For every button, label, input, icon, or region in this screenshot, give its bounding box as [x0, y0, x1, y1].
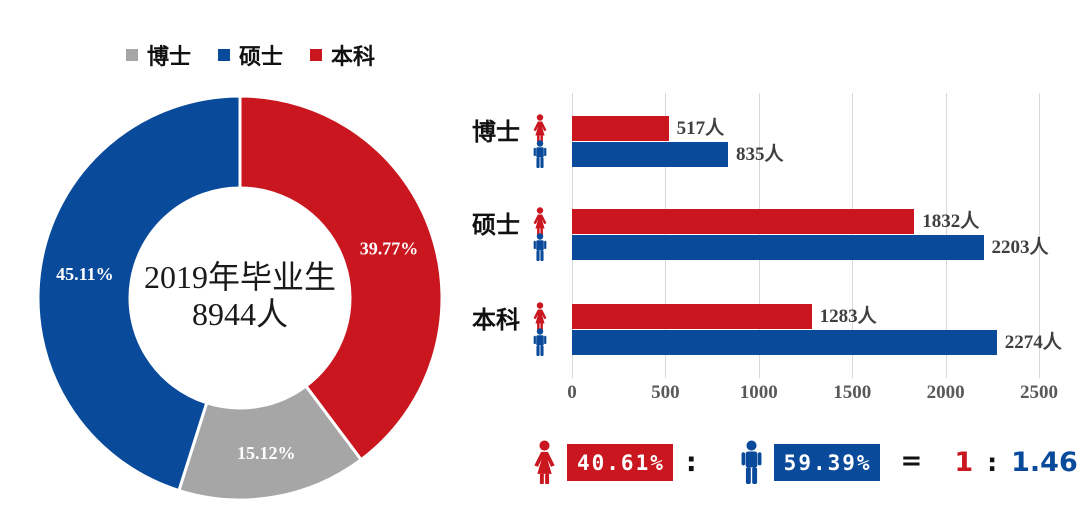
legend-item-1: 硕士 [218, 39, 283, 71]
donut-slice-label-2: 45.11% [56, 264, 114, 284]
male-bar-value-1: 2203人 [991, 237, 1049, 258]
female-icon [533, 302, 547, 330]
male-bar-0 [572, 142, 728, 167]
equals-sign: = [900, 446, 923, 476]
male-icon [533, 233, 547, 261]
x-tick-1500: 1500 [833, 382, 872, 403]
summary-colon: : [685, 446, 697, 478]
female-bar-value-1: 1832人 [922, 211, 980, 232]
category-label-2: 本科 [472, 308, 520, 334]
ratio-male-value: 1.46 [1011, 446, 1078, 478]
male-bar-value-2: 2274人 [1004, 332, 1062, 353]
female-icon [533, 114, 547, 142]
ratio-colon: : [987, 447, 998, 477]
x-tick-2500: 2500 [1020, 382, 1058, 403]
female-bar-value-0: 517人 [676, 118, 725, 139]
legend-item-2: 本科 [310, 39, 375, 71]
x-tick-2000: 2000 [926, 382, 965, 403]
donut-slice-1 [177, 383, 364, 502]
donut-slice-0 [238, 94, 444, 462]
male-bar-2 [572, 330, 997, 355]
female-percent-badge: 40.61% [567, 443, 673, 481]
female-bar-2 [572, 304, 812, 329]
female-bar-value-2: 1283人 [819, 306, 877, 327]
male-bar-1 [572, 235, 984, 260]
gridline-2500 [1039, 93, 1040, 378]
female-icon [533, 207, 547, 235]
x-tick-0: 0 [567, 382, 577, 403]
donut-legend: 博士 硕士 本科 [126, 39, 375, 71]
ratio-female-value: 1 [954, 446, 974, 478]
x-tick-1000: 1000 [739, 382, 778, 403]
category-label-1: 硕士 [472, 213, 520, 239]
legend-label: 本科 [331, 44, 376, 69]
legend-swatch [126, 49, 138, 61]
legend-label: 博士 [147, 44, 192, 69]
female-icon [534, 440, 555, 484]
female-bar-1 [572, 209, 915, 234]
donut-center-title: 2019年毕业生 8944人 [144, 259, 336, 333]
male-percent-badge: 59.39% [773, 443, 880, 481]
category-label-0: 博士 [472, 120, 520, 146]
donut-slice-label-0: 39.77% [360, 238, 419, 258]
gender-ratio-summary: 40.61% : 59.39% = 1 : 1.46 [531, 436, 1078, 488]
donut-center-line2: 8944人 [191, 296, 289, 332]
legend-item-0: 博士 [126, 39, 191, 71]
legend-swatch [310, 49, 323, 61]
male-icon [741, 440, 762, 484]
male-bar-value-0: 835人 [735, 144, 784, 165]
donut-center-line1: 2019年毕业生 [143, 259, 337, 295]
male-icon [533, 328, 547, 356]
female-bar-0 [572, 116, 669, 141]
legend-swatch [218, 49, 231, 61]
donut-slice-label-1: 15.12% [237, 443, 296, 463]
donut-slice-2 [36, 94, 242, 493]
male-icon [533, 140, 547, 168]
legend-label: 硕士 [239, 44, 284, 69]
x-tick-500: 500 [651, 382, 680, 403]
